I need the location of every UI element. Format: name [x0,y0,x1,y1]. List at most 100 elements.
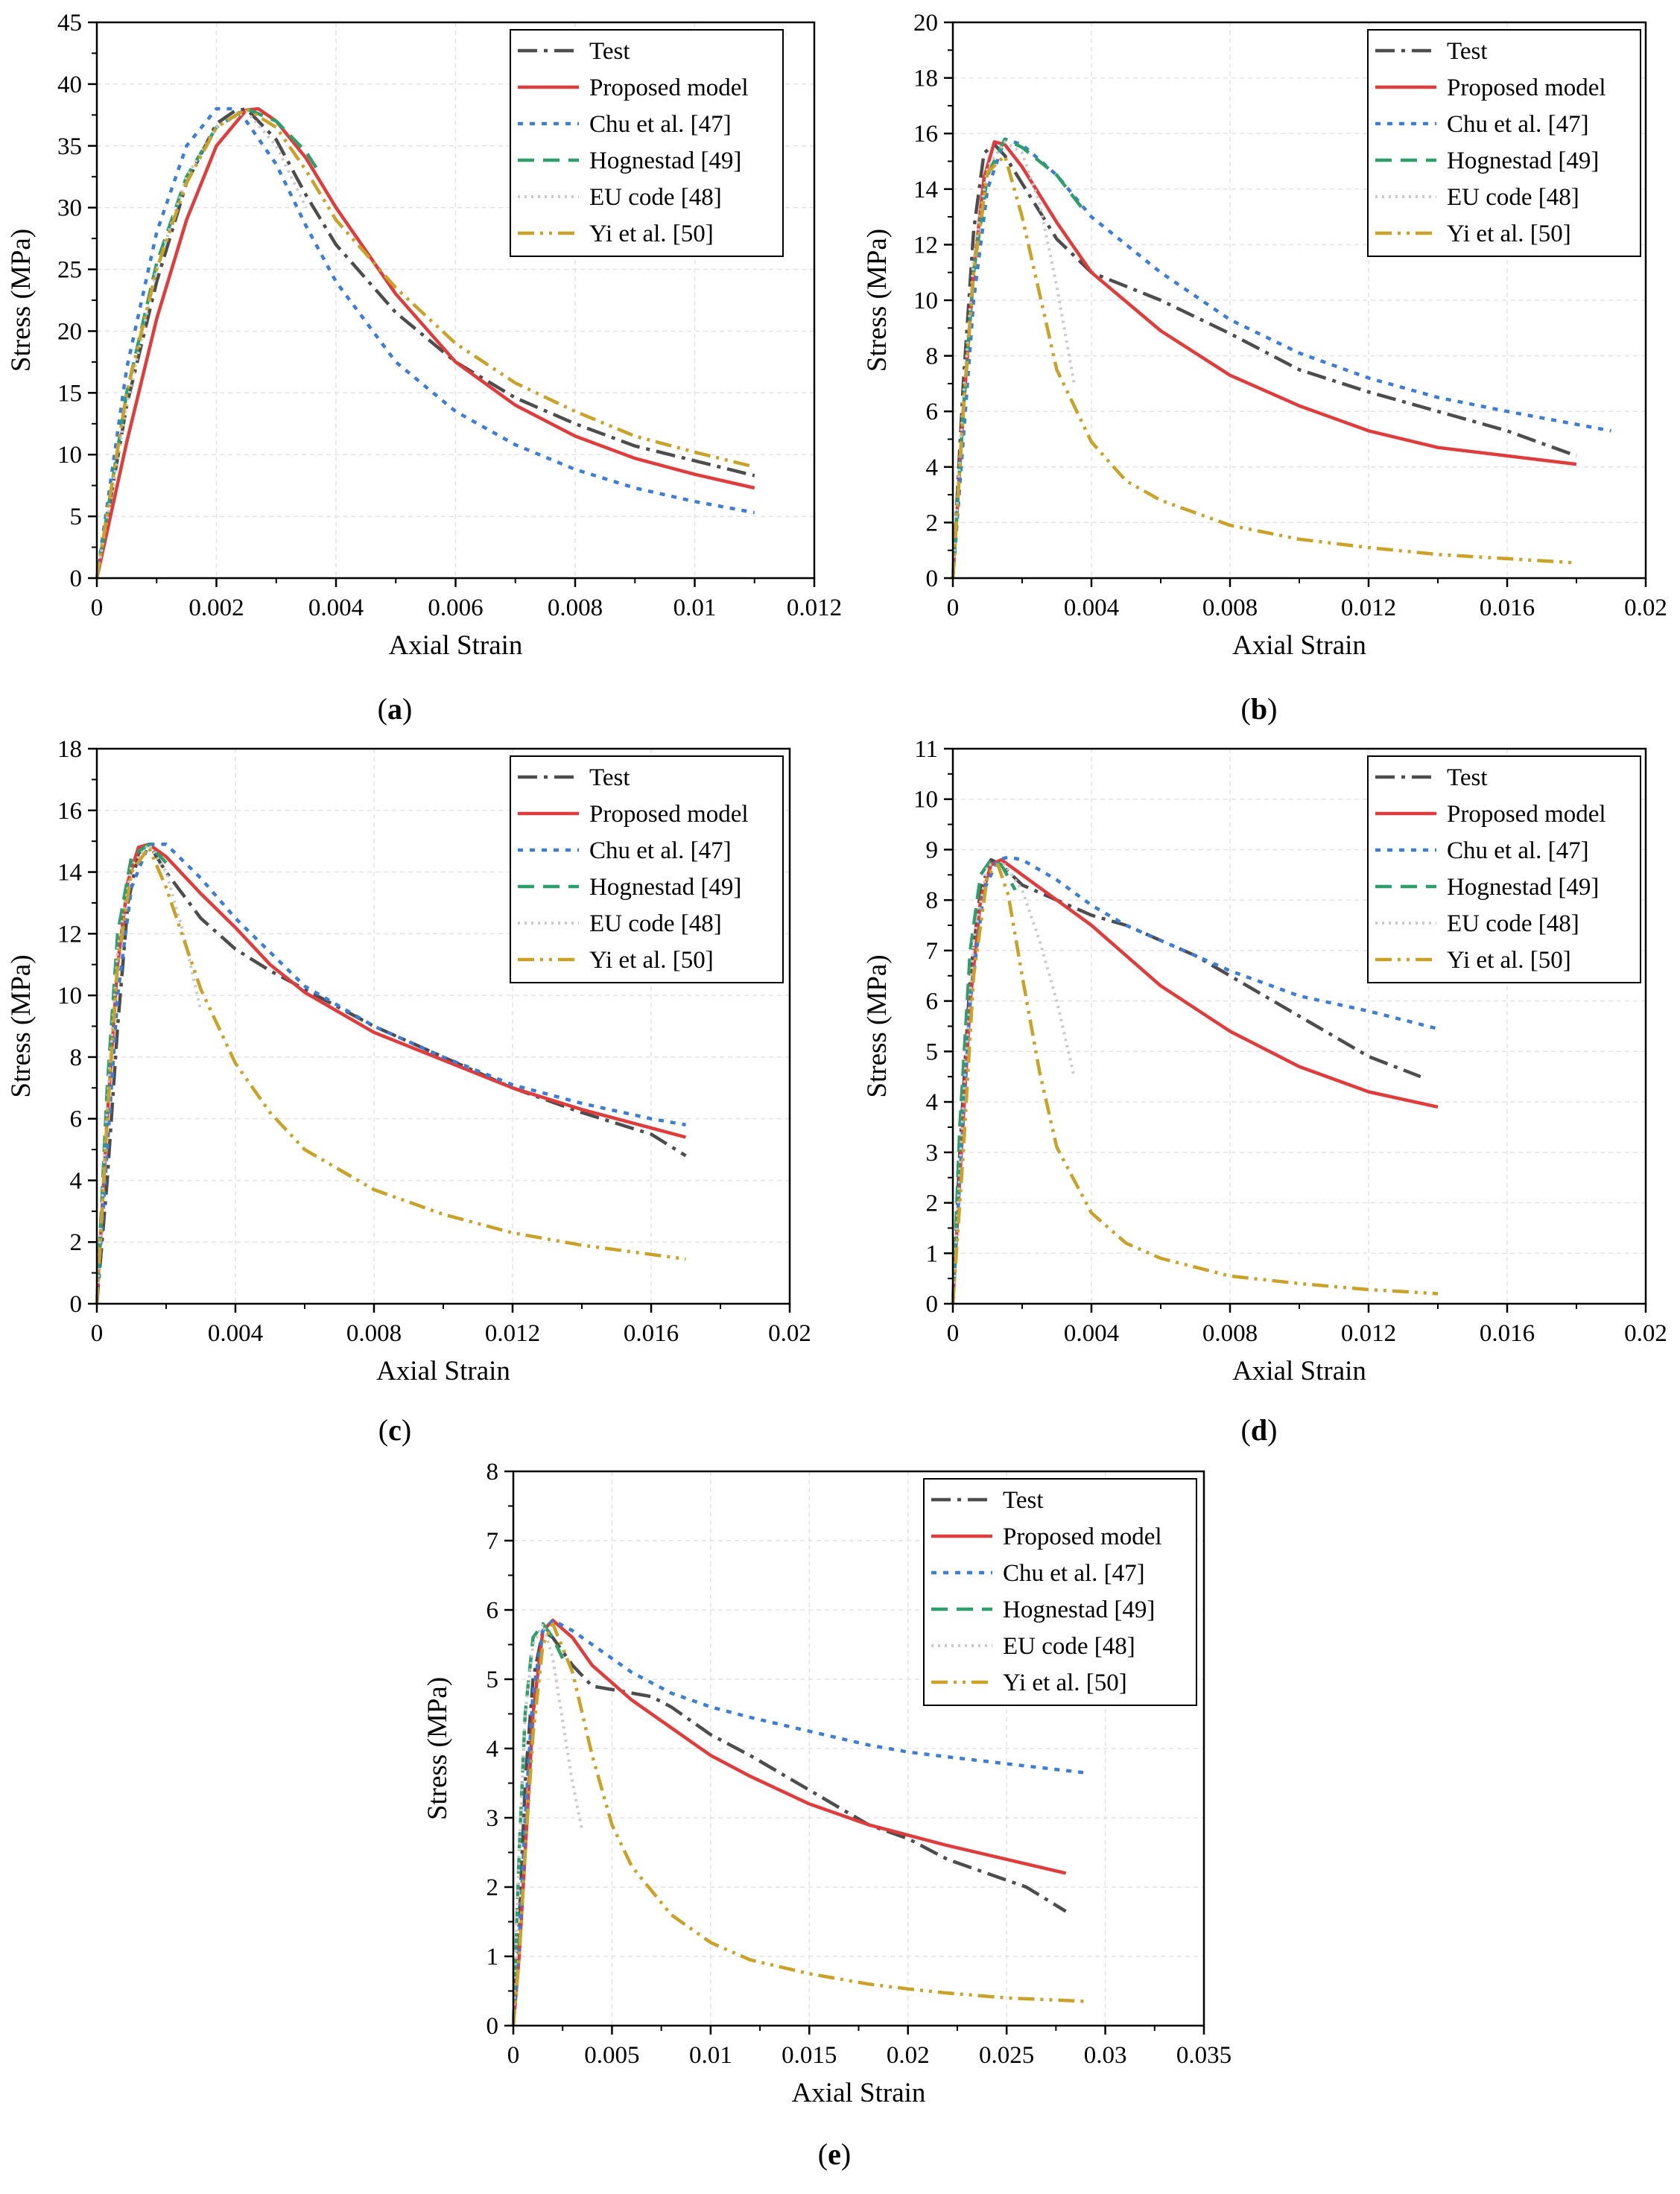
legend-label-chu: Chu et al. [47] [1447,837,1589,864]
x-axis-title: Axial Strain [376,1356,510,1386]
legend-box [923,1478,1197,1706]
series-line-test [511,1629,1067,2026]
y-tick-label: 45 [57,10,82,37]
series-line-eu [951,140,1076,579]
x-tick-label: 0.03 [1084,2042,1127,2069]
x-tick-label: 0.016 [624,1320,679,1347]
x-tick-label: 0.015 [782,2042,837,2069]
x-tick-label: 0.035 [1176,2042,1232,2069]
series-line-test [951,857,1421,1304]
y-tick-label: 10 [913,787,938,814]
legend: Test Proposed model Chu et al. [47] Hognest… [510,755,784,983]
y-tick-label: 6 [926,399,939,425]
legend-box [510,755,784,983]
y-tick-label: 7 [926,938,939,965]
series-line-yi [511,1622,1086,2026]
legend-label-proposed: Proposed model [1447,74,1606,101]
legend-box [510,29,784,257]
panel-label: (e) [818,2137,851,2171]
legend-label-proposed: Proposed model [1447,801,1606,828]
y-tick-label: 16 [913,121,938,148]
legend-label-yi: Yi et al. [50] [1447,221,1571,247]
y-tick-label: 7 [486,1528,499,1555]
y-tick-label: 0 [926,565,939,592]
y-tick-label: 25 [57,257,82,284]
legend-label-test: Test [1447,764,1488,791]
legend-label-eu: EU code [48] [589,184,722,211]
legend-label-eu: EU code [48] [1447,184,1579,211]
y-tick-label: 6 [926,989,939,1015]
y-tick-label: 35 [57,133,82,160]
legend-label-test: Test [1447,38,1488,65]
x-tick-label: 0.02 [1624,1320,1667,1347]
y-tick-label: 8 [486,1459,499,1486]
series-line-hognestad [951,137,1086,579]
legend-label-eu: EU code [48] [1447,910,1579,937]
y-tick-label: 4 [486,1736,499,1763]
x-tick-label: 0 [507,2042,520,2069]
y-tick-label: 14 [57,860,82,887]
y-tick-label: 3 [926,1140,939,1167]
series-line-test [951,142,1577,579]
x-tick-label: 0.016 [1480,1320,1535,1347]
series-line-proposed [95,107,755,579]
series-line-hognestad [95,107,320,579]
y-tick-label: 8 [70,1044,83,1071]
x-axis-title: Axial Strain [792,2078,926,2108]
x-tick-label: 0.002 [188,595,244,621]
y-tick-label: 2 [70,1229,83,1256]
legend-label-proposed: Proposed model [1003,1524,1162,1550]
series-line-chu [511,1618,1086,2026]
y-axis-title: Stress (MPa) [422,1677,453,1820]
y-tick-label: 40 [57,72,82,98]
chart-panel-e: 0 0.005 0.01 0.015 0.02 0.025 0.03 0.035 0 1 2 3 4 5 6… [422,1459,1232,2171]
legend-label-yi: Yi et al. [50] [1003,1670,1127,1696]
panel-label: (a) [378,692,413,726]
x-tick-label: 0.008 [1202,595,1258,621]
x-tick-label: 0.02 [1624,595,1667,621]
y-tick-label: 12 [913,232,938,259]
x-tick-label: 0.006 [428,595,483,621]
legend-label-proposed: Proposed model [589,801,749,828]
x-tick-label: 0.004 [308,595,364,621]
x-tick-label: 0.004 [1064,1320,1119,1347]
y-tick-label: 20 [913,10,938,37]
legend-label-eu: EU code [48] [589,910,722,937]
series-line-chu [95,107,755,579]
y-tick-label: 11 [914,736,938,763]
legend-label-yi: Yi et al. [50] [1447,947,1571,974]
y-tick-label: 0 [926,1291,939,1318]
x-tick-label: 0.005 [584,2042,639,2069]
y-tick-label: 6 [70,1106,83,1133]
y-tick-label: 4 [926,454,939,481]
x-tick-label: 0.02 [887,2042,930,2069]
legend-label-eu: EU code [48] [1003,1633,1135,1660]
legend-label-hognestad: Hognestad [49] [1447,148,1599,174]
y-tick-label: 0 [70,1291,83,1318]
y-tick-label: 18 [57,736,82,763]
series-line-chu [95,843,686,1304]
chart-panel-c: 0 0.004 0.008 0.012 0.016 0.02 0 2 4 6 8 10 12 14 16 18… [6,736,811,1447]
x-tick-label: 0.012 [485,1320,540,1347]
x-tick-label: 0.012 [1341,1320,1396,1347]
y-tick-label: 9 [926,837,939,863]
y-tick-label: 16 [57,798,82,825]
series-line-hognestad [95,843,168,1304]
x-tick-label: 0 [91,1320,104,1347]
x-tick-label: 0.012 [787,595,842,621]
series-line-hognestad [951,857,1017,1304]
x-tick-label: 0.008 [548,595,603,621]
x-tick-label: 0.01 [673,595,717,621]
x-tick-label: 0.016 [1480,595,1535,621]
series-line-test [95,843,687,1304]
y-tick-label: 10 [913,288,938,314]
legend-label-test: Test [1003,1487,1044,1514]
x-tick-label: 0.01 [689,2042,732,2069]
legend-label-yi: Yi et al. [50] [589,221,714,247]
panel-label: (c) [378,1413,411,1447]
legend-label-hognestad: Hognestad [49] [1447,874,1599,901]
y-tick-label: 10 [57,983,82,1009]
legend-box [1367,29,1641,257]
y-tick-label: 10 [57,442,82,469]
y-axis-title: Stress (MPa) [6,229,37,372]
